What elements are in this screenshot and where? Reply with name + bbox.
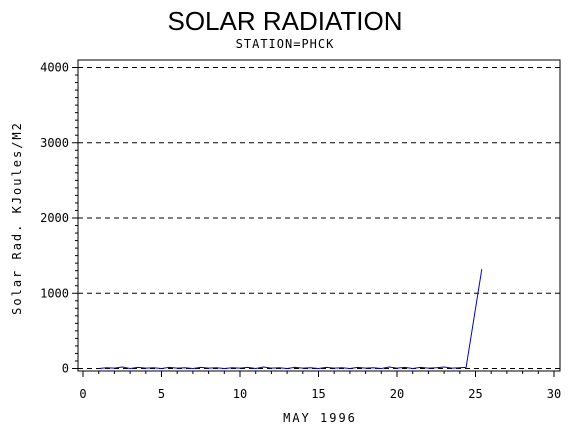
- series-line: [98, 269, 483, 370]
- x-axis-label: MAY 1996: [283, 411, 357, 425]
- chart-title: SOLAR RADIATION: [167, 6, 402, 36]
- grid-lines: [78, 67, 560, 369]
- x-tick-label: 0: [79, 387, 86, 401]
- y-tick-label: 4000: [40, 61, 69, 75]
- x-tick-label: 25: [468, 387, 482, 401]
- y-tick-label: 3000: [40, 136, 69, 150]
- x-tick-label: 30: [547, 387, 561, 401]
- x-tick-label: 5: [158, 387, 165, 401]
- x-tick-label: 15: [311, 387, 325, 401]
- chart-subtitle: STATION=PHCK: [236, 37, 335, 51]
- x-tick-label: 10: [233, 387, 247, 401]
- y-axis-ticks: 0 1000 2000 3000 4000: [40, 61, 78, 376]
- y-axis-label: Solar Rad. KJoules/M2: [10, 121, 24, 315]
- y-tick-label: 2000: [40, 211, 69, 225]
- x-axis-ticks: 0 5 10 15 20 25 30: [79, 371, 561, 401]
- plot-frame: [77, 59, 561, 372]
- y-tick-label: 0: [62, 362, 69, 376]
- y-tick-label: 1000: [40, 286, 69, 300]
- x-tick-label: 20: [390, 387, 404, 401]
- series-layer: [98, 269, 483, 370]
